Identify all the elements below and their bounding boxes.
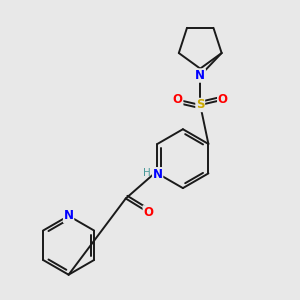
Text: O: O <box>173 93 183 106</box>
Text: H: H <box>143 167 151 178</box>
Text: O: O <box>218 93 228 106</box>
Text: S: S <box>196 98 205 112</box>
Text: O: O <box>143 206 153 219</box>
Text: N: N <box>64 209 74 222</box>
Text: N: N <box>153 168 163 181</box>
Text: N: N <box>195 69 205 82</box>
